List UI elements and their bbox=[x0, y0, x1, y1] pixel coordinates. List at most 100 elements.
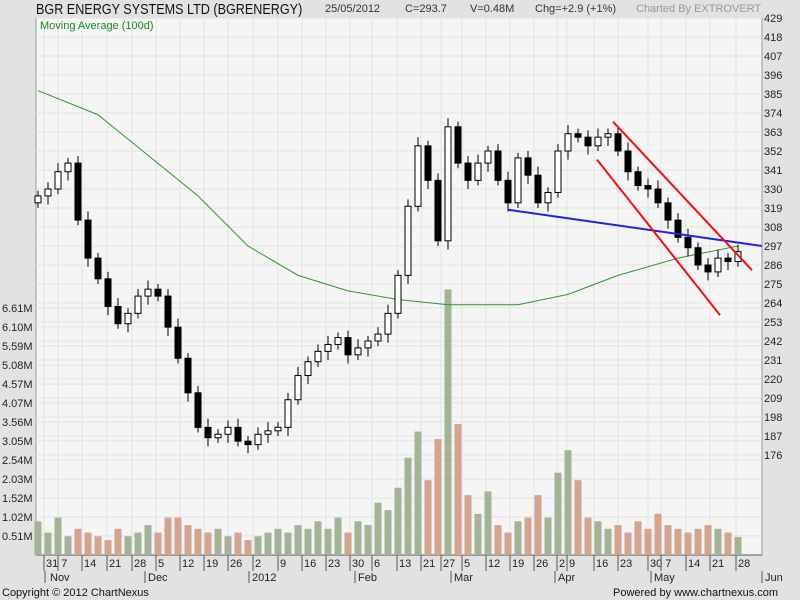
candle-up bbox=[514, 157, 522, 204]
price-tick-label: 220 bbox=[764, 374, 782, 386]
chart-title: BGR ENERGY SYSTEMS LTD (BGRENERGY) bbox=[36, 1, 303, 18]
date-tick-label: 19 bbox=[512, 558, 524, 570]
volume-bar bbox=[494, 525, 502, 555]
price-tick-label: 407 bbox=[764, 51, 782, 63]
volume-bar bbox=[144, 525, 152, 555]
candle-down bbox=[504, 179, 512, 204]
volume-bar bbox=[164, 517, 172, 555]
date-tick-label: 28 bbox=[134, 558, 146, 570]
candle-up bbox=[374, 333, 382, 342]
candle-down bbox=[424, 145, 432, 181]
date-tick-label: 14 bbox=[84, 558, 96, 570]
volume-bar bbox=[614, 525, 622, 555]
date-tick-label: 21 bbox=[109, 558, 121, 570]
date-tick-label: 21 bbox=[423, 558, 435, 570]
date-tick-label: 31 bbox=[46, 558, 58, 570]
date-tick-label: 14 bbox=[688, 558, 700, 570]
candle-down bbox=[454, 126, 462, 164]
date-tick-label: 21 bbox=[712, 558, 724, 570]
date-tick-label: 16 bbox=[304, 558, 316, 570]
candle-up bbox=[354, 347, 362, 356]
price-tick-label: 396 bbox=[764, 70, 782, 82]
candle-up bbox=[364, 340, 372, 349]
volume-tick-label: 2.54M bbox=[2, 455, 33, 467]
candle-down bbox=[574, 133, 582, 138]
candle-down bbox=[624, 150, 632, 173]
volume-bar bbox=[484, 491, 492, 555]
candle-up bbox=[64, 162, 72, 173]
volume-bar bbox=[424, 480, 432, 555]
candle-up bbox=[324, 343, 332, 352]
date-tick-label: 23 bbox=[620, 558, 632, 570]
candle-down bbox=[724, 257, 732, 263]
date-tick-label: 16 bbox=[596, 558, 608, 570]
candle-up bbox=[334, 337, 342, 345]
candle-down bbox=[644, 185, 652, 190]
price-tick-label: 231 bbox=[764, 355, 782, 367]
price-tick-label: 319 bbox=[764, 203, 782, 215]
candle-up bbox=[264, 430, 272, 435]
date-tick-label: 7 bbox=[61, 558, 67, 570]
volume-bar bbox=[254, 536, 262, 555]
price-tick-label: 352 bbox=[764, 146, 782, 158]
volume-bar bbox=[584, 517, 592, 555]
volume-bar bbox=[704, 525, 712, 555]
quote-date: 25/05/2012 bbox=[325, 3, 381, 15]
volume-tick-label: 2.03M bbox=[2, 474, 33, 486]
month-tick-label: Apr bbox=[558, 572, 575, 584]
volume-bar bbox=[224, 536, 232, 555]
volume-bar bbox=[434, 439, 442, 555]
candle-down bbox=[704, 264, 712, 273]
volume-bar bbox=[634, 521, 642, 555]
candle-up bbox=[34, 195, 42, 204]
date-tick-label: 26 bbox=[536, 558, 548, 570]
volume-bar bbox=[184, 525, 192, 555]
volume-bar bbox=[94, 536, 102, 555]
volume-tick-label: 0.51M bbox=[2, 531, 33, 543]
candle-up bbox=[294, 375, 302, 401]
candle-down bbox=[584, 136, 592, 147]
volume-bar bbox=[444, 289, 452, 555]
month-tick-label: Dec bbox=[148, 572, 168, 584]
volume-bar bbox=[284, 532, 292, 555]
date-tick-label: 9 bbox=[569, 558, 575, 570]
trendline-channel-lower bbox=[596, 159, 721, 316]
date-tick-label: 12 bbox=[488, 558, 500, 570]
candle-down bbox=[114, 305, 122, 325]
candle-up bbox=[484, 150, 492, 164]
volume-bar bbox=[534, 495, 542, 555]
candle-up bbox=[594, 136, 602, 147]
candle-down bbox=[494, 150, 502, 181]
candle-up bbox=[274, 426, 282, 432]
volume-bar bbox=[364, 525, 372, 555]
month-tick-label: 2012 bbox=[252, 572, 276, 584]
candle-up bbox=[44, 188, 52, 197]
volume-bar bbox=[204, 532, 212, 555]
volume-bar bbox=[214, 528, 222, 555]
price-tick-label: 330 bbox=[764, 184, 782, 196]
candle-up bbox=[714, 257, 722, 273]
volume-bar bbox=[324, 528, 332, 555]
volume-bar bbox=[564, 450, 572, 555]
month-tick-label: Nov bbox=[50, 572, 70, 584]
volume-bar bbox=[44, 532, 52, 555]
price-tick-label: 242 bbox=[764, 336, 782, 348]
month-tick-label: Mar bbox=[454, 572, 473, 584]
volume-bar bbox=[54, 517, 62, 555]
candle-down bbox=[244, 440, 252, 446]
volume-tick-label: 1.02M bbox=[2, 512, 33, 524]
candle-down bbox=[154, 288, 162, 297]
date-tick-label: 2 bbox=[255, 558, 261, 570]
price-tick-label: 374 bbox=[764, 108, 782, 120]
candle-down bbox=[104, 278, 112, 307]
volume-bar bbox=[474, 513, 482, 555]
date-tick-label: 12 bbox=[182, 558, 194, 570]
date-tick-label: 9 bbox=[280, 558, 286, 570]
volume-bar bbox=[544, 517, 552, 555]
quote-volume: V=0.48M bbox=[470, 3, 515, 15]
volume-bar bbox=[504, 532, 512, 555]
date-tick-label: 7 bbox=[665, 558, 671, 570]
volume-bar bbox=[334, 517, 342, 555]
volume-bar bbox=[464, 495, 472, 555]
candle-down bbox=[234, 426, 242, 442]
